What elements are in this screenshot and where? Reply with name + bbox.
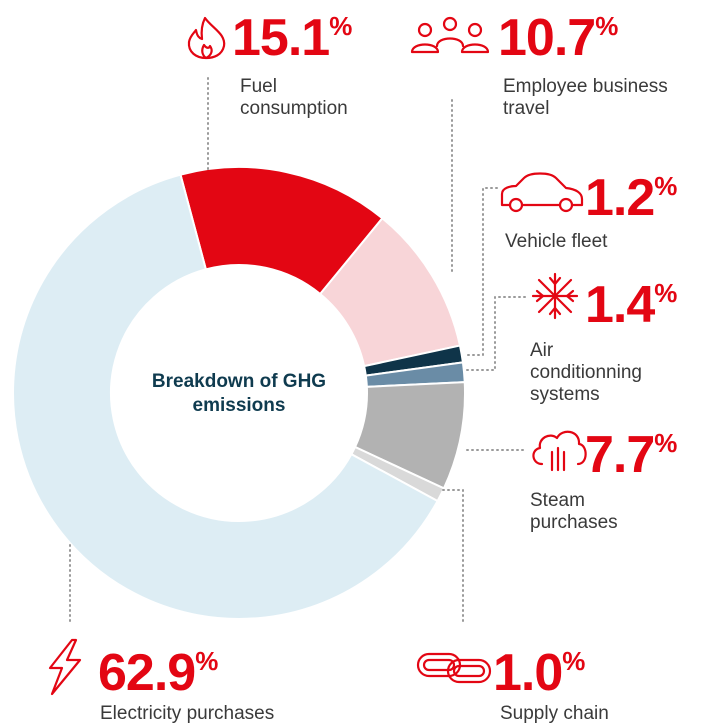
value-number: 10.7	[498, 9, 595, 67]
value-label: 7.7%	[585, 426, 677, 484]
donut	[12, 166, 466, 620]
value-label: 15.1%	[232, 9, 352, 67]
value-label: 10.7%	[498, 9, 618, 67]
value-unit: %	[195, 646, 218, 676]
value-unit: %	[654, 278, 677, 308]
donut-segment	[12, 173, 439, 620]
donut-segment	[179, 166, 384, 296]
value-number: 1.2	[585, 169, 654, 227]
value-label: 1.2%	[585, 169, 677, 227]
value-number: 62.9	[98, 644, 195, 702]
category-label: Steam purchases	[530, 490, 618, 533]
value-label: 62.9%	[98, 644, 218, 702]
category-label: Fuel consumption	[240, 76, 348, 119]
category-label: Air conditionning systems	[530, 340, 642, 405]
value-unit: %	[654, 428, 677, 458]
value-number: 1.0	[493, 644, 562, 702]
value-unit: %	[329, 11, 352, 41]
leader-lines	[69, 77, 526, 626]
value-unit: %	[595, 11, 618, 41]
value-number: 1.4	[585, 276, 655, 334]
value-label: 1.4%	[585, 276, 677, 334]
value-label: 1.0%	[493, 644, 585, 702]
value-number: 15.1	[232, 9, 329, 67]
value-number: 7.7	[585, 426, 654, 484]
category-label: Vehicle fleet	[505, 231, 608, 252]
value-unit: %	[654, 171, 677, 201]
category-label: Supply chain	[500, 703, 609, 724]
category-label: Employee business travel	[503, 76, 668, 119]
icons	[48, 16, 587, 696]
value-unit: %	[562, 646, 585, 676]
category-label: Electricity purchases	[100, 703, 275, 724]
donut-title: Breakdown of GHG emissions	[151, 371, 327, 416]
